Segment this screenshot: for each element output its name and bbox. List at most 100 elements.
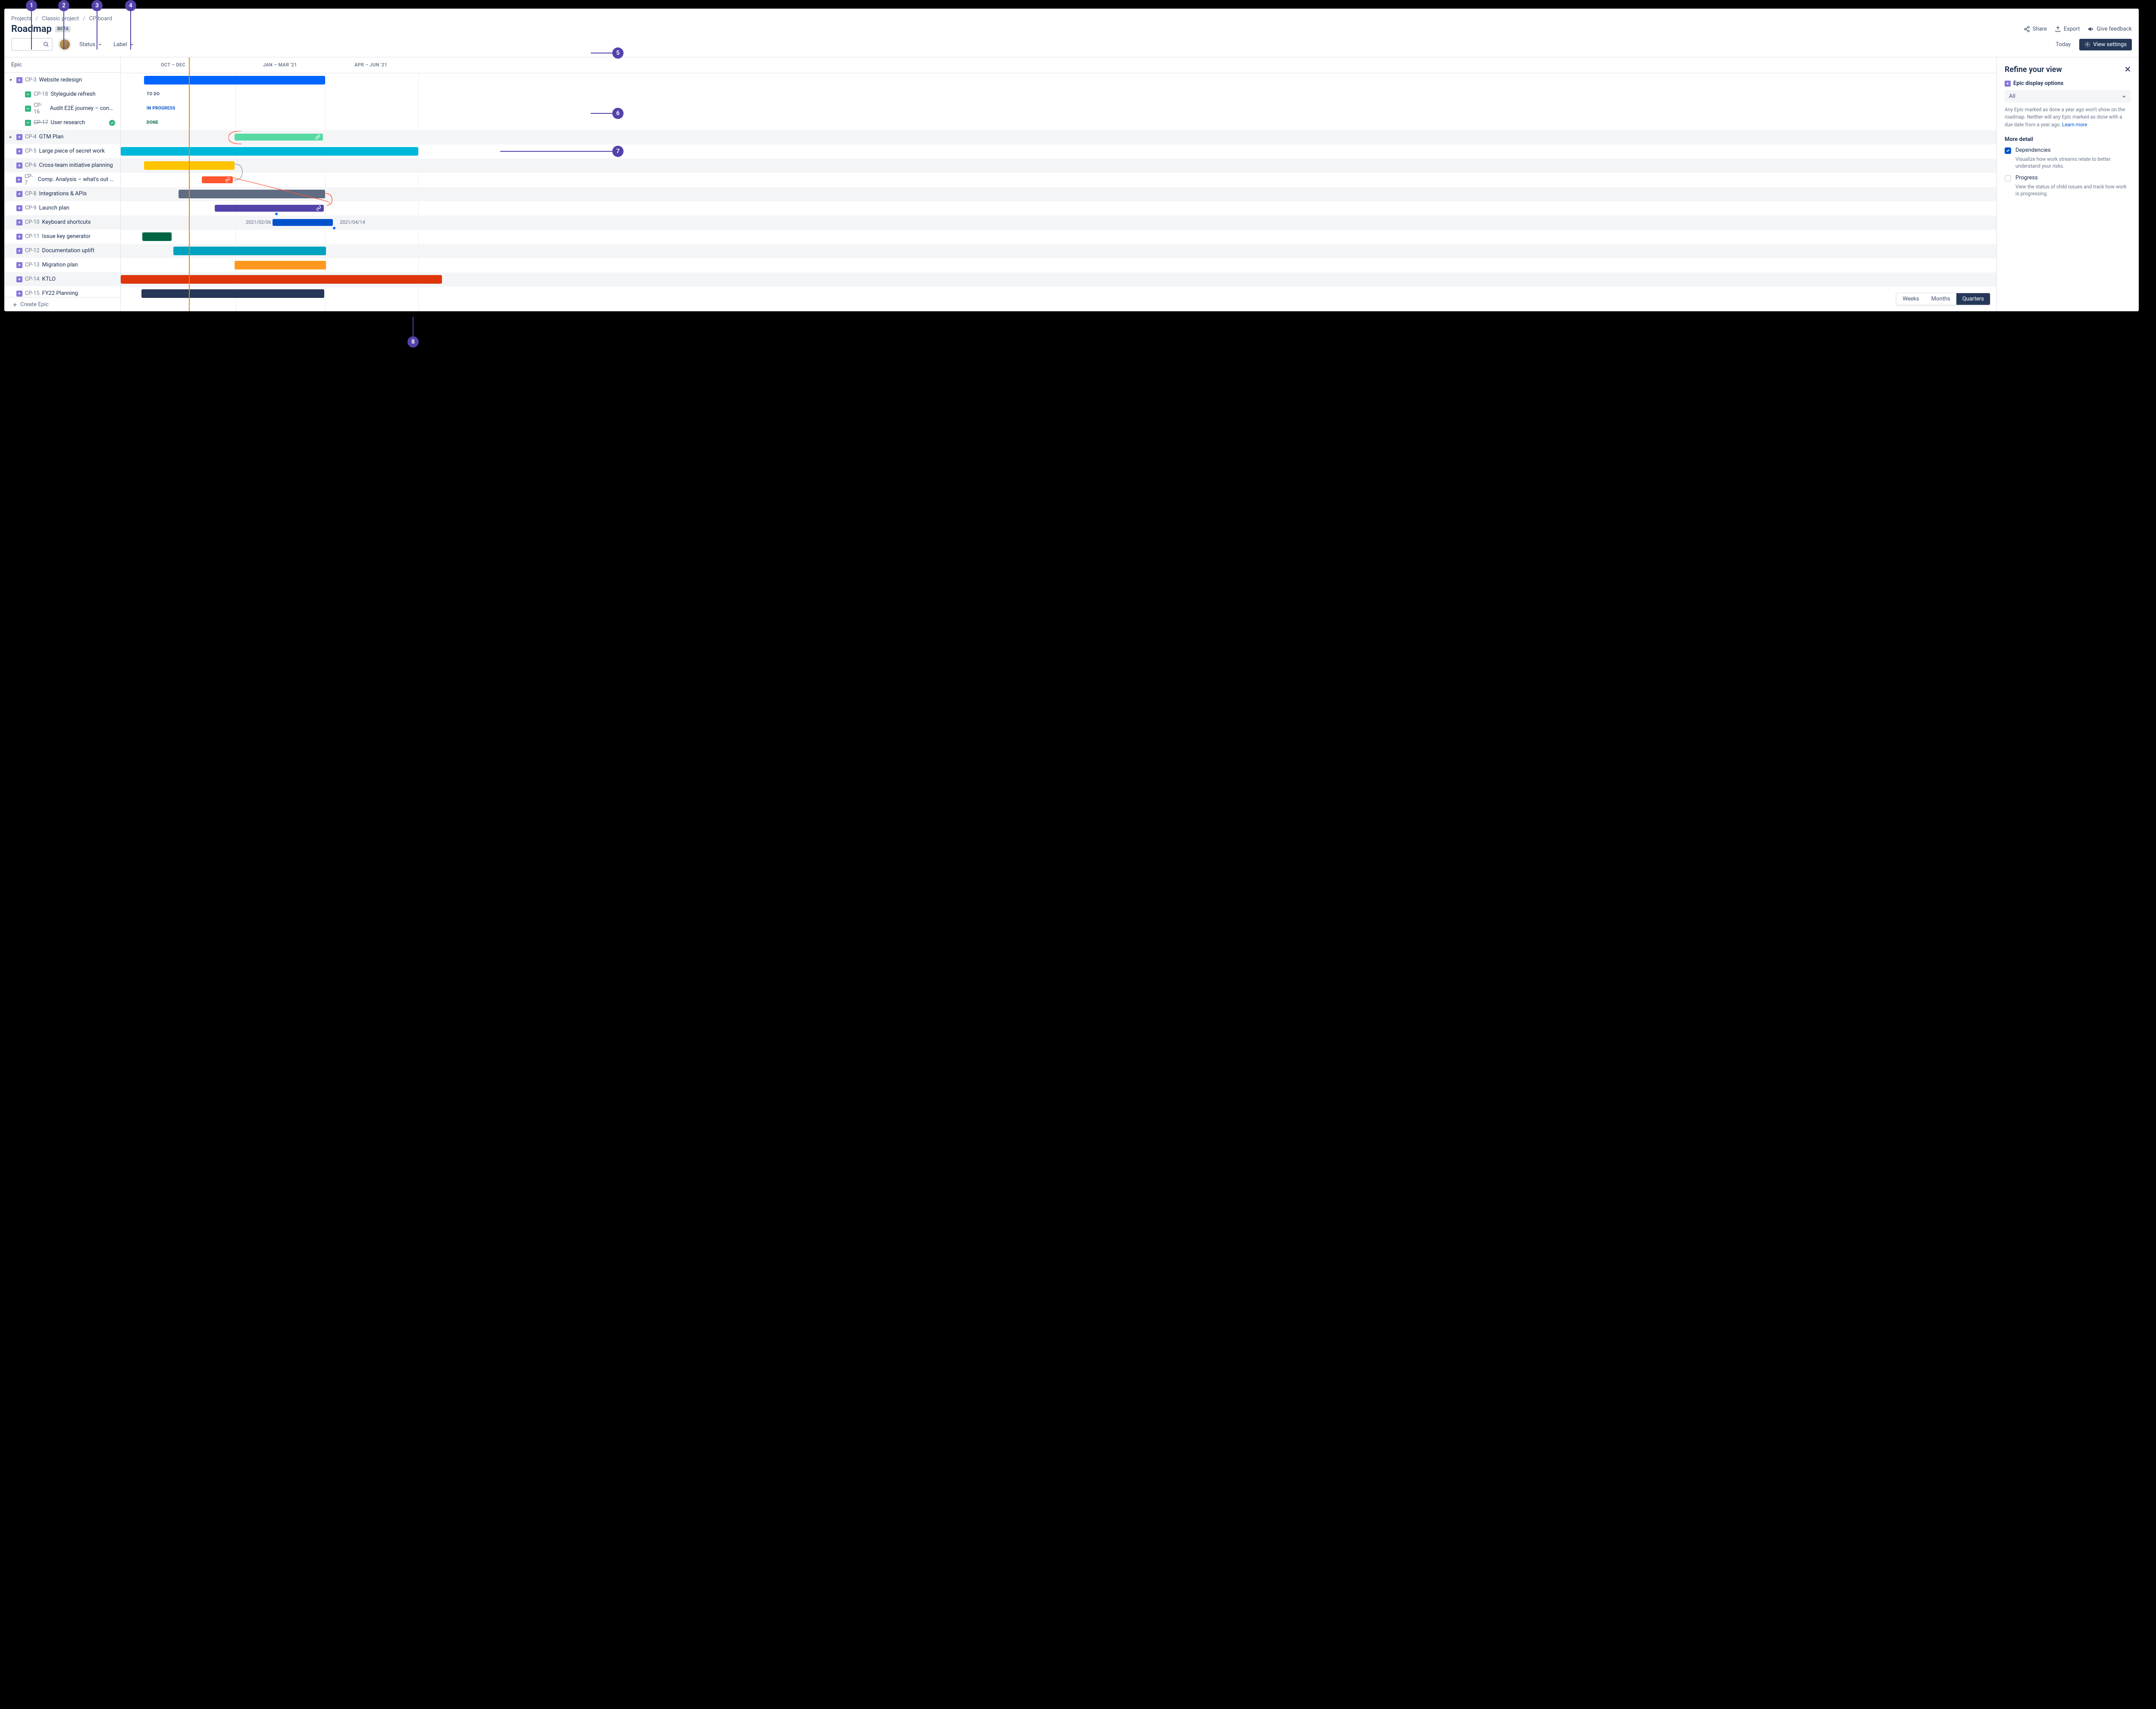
panel-title: Refine your view: [2005, 65, 2062, 74]
timeline-bar[interactable]: [142, 232, 172, 241]
epic-row[interactable]: ▾CP-3Website redesign: [4, 73, 120, 87]
learn-more-link[interactable]: Learn more: [2062, 122, 2087, 128]
story-icon: [25, 91, 31, 97]
issue-title: Cross-team initiative planning: [39, 162, 113, 169]
issue-title: Integrations & APIs: [39, 191, 87, 197]
epic-sidebar: Epic ▾CP-3Website redesignCP-18Styleguid…: [4, 57, 121, 311]
issue-title: Comp. Analysis – what's out the…: [38, 176, 115, 183]
chevron-down-icon: [2122, 94, 2127, 99]
epic-icon: [16, 262, 22, 268]
epic-row[interactable]: ▸CP-4GTM Plan: [4, 130, 120, 144]
issue-key: CP-17: [34, 119, 48, 126]
timeline-bar[interactable]: [121, 147, 418, 156]
epic-icon: [16, 291, 22, 297]
zoom-months[interactable]: Months: [1925, 293, 1956, 305]
status-label: DONE: [147, 120, 158, 125]
story-icon: [25, 106, 31, 112]
annotation-callout: 6: [612, 108, 624, 119]
annotation-callout: 2: [58, 0, 69, 11]
epic-row[interactable]: CP-10Keyboard shortcuts: [4, 215, 120, 229]
timeline-bar[interactable]: [235, 261, 326, 269]
view-settings-button[interactable]: View settings: [2079, 39, 2132, 50]
epic-row[interactable]: CP-12Documentation uplift: [4, 244, 120, 258]
megaphone-icon: [2087, 26, 2094, 32]
issue-title: Launch plan: [39, 205, 69, 211]
epic-row[interactable]: CP-13Migration plan: [4, 258, 120, 272]
timeline-bar[interactable]: [273, 219, 333, 226]
issue-key: CP-12: [25, 247, 40, 254]
breadcrumb: Projects / Classic project / CP board: [4, 9, 2139, 24]
status-filter[interactable]: Status: [77, 40, 105, 50]
epic-display-select[interactable]: All: [2005, 90, 2131, 103]
timeline-bar[interactable]: [121, 275, 442, 284]
zoom-weeks[interactable]: Weeks: [1896, 293, 1925, 305]
timeline-bar[interactable]: [202, 176, 233, 183]
annotation-callout: 1: [26, 0, 37, 11]
epic-icon: [16, 219, 22, 225]
dependencies-label: Dependencies: [2015, 147, 2051, 154]
issue-title: Website redesign: [39, 77, 82, 83]
annotation-callout: 8: [407, 336, 419, 347]
breadcrumb-projects[interactable]: Projects: [11, 16, 32, 22]
zoom-switcher: Weeks Months Quarters: [1896, 293, 1990, 305]
link-icon: [316, 206, 321, 213]
dependencies-checkbox[interactable]: [2005, 147, 2011, 154]
issue-title: Documentation uplift: [42, 247, 95, 254]
issue-title: Keyboard shortcuts: [42, 219, 91, 225]
issue-row[interactable]: CP-18Styleguide refresh: [4, 87, 120, 101]
create-epic-button[interactable]: + Create Epic: [4, 297, 120, 311]
annotation-callout: 4: [125, 0, 136, 11]
timeline-bar[interactable]: [144, 76, 325, 85]
epic-row[interactable]: CP-15FY22 Planning: [4, 286, 120, 297]
epic-row[interactable]: CP-11Issue key generator: [4, 229, 120, 244]
zoom-quarters[interactable]: Quarters: [1956, 293, 1990, 305]
breadcrumb-board[interactable]: CP board: [89, 16, 112, 22]
epic-row[interactable]: CP-6Cross-team initiative planning: [4, 158, 120, 172]
issue-row[interactable]: CP-16Audit E2E journey – consu…: [4, 101, 120, 116]
epic-icon: [16, 191, 22, 197]
timeline-bar[interactable]: [215, 205, 324, 212]
issue-key: CP-9: [25, 205, 37, 211]
epic-row[interactable]: CP-9Launch plan: [4, 201, 120, 215]
expand-icon[interactable]: ▸: [8, 134, 14, 140]
avatar[interactable]: [59, 38, 71, 50]
epic-icon: [16, 205, 22, 211]
epic-row[interactable]: CP-5Large piece of secret work: [4, 144, 120, 158]
issue-title: Issue key generator: [42, 233, 91, 240]
date-label: 2021/02/06: [246, 219, 271, 225]
annotation-callout: 3: [91, 0, 103, 11]
timeline-bar[interactable]: [235, 134, 323, 141]
status-label: IN PROGRESS: [147, 106, 175, 111]
app-frame: Projects / Classic project / CP board Ro…: [4, 9, 2139, 311]
export-icon: [2055, 26, 2061, 32]
timeline[interactable]: OCT – DECJAN – MAR '21APR – JUN '21 TO D…: [121, 57, 1996, 311]
today-button[interactable]: Today: [2051, 39, 2075, 50]
epic-row[interactable]: CP-8Integrations & APIs: [4, 187, 120, 201]
issue-title: KTLO: [42, 276, 56, 282]
epic-icon: [16, 134, 22, 140]
breadcrumb-project[interactable]: Classic project: [42, 16, 79, 22]
label-filter[interactable]: Label: [111, 40, 136, 50]
close-icon[interactable]: ✕: [2125, 65, 2131, 74]
epic-row[interactable]: CP-14KTLO: [4, 272, 120, 286]
today-line: [189, 57, 190, 311]
issue-row[interactable]: CP-17User research: [4, 116, 120, 130]
sidebar-header: Epic: [4, 57, 120, 73]
search-input[interactable]: [11, 38, 53, 51]
collapse-icon[interactable]: ▾: [8, 77, 14, 83]
progress-checkbox[interactable]: [2005, 175, 2011, 182]
give-feedback-button[interactable]: Give feedback: [2087, 26, 2132, 32]
issue-title: Audit E2E journey – consu…: [50, 105, 115, 112]
timeline-bar[interactable]: [173, 247, 326, 255]
timeline-column-label: OCT – DEC: [161, 62, 185, 68]
epic-icon: [16, 248, 22, 254]
epic-icon: [16, 276, 22, 282]
timeline-bar[interactable]: [179, 190, 325, 198]
export-button[interactable]: Export: [2055, 26, 2080, 32]
share-button[interactable]: Share: [2024, 26, 2047, 32]
issue-title: Large piece of secret work: [39, 148, 105, 154]
share-icon: [2024, 26, 2030, 32]
issue-title: Styleguide refresh: [51, 91, 96, 97]
epic-row[interactable]: CP-7Comp. Analysis – what's out the…: [4, 172, 120, 187]
timeline-bar[interactable]: [141, 289, 324, 298]
